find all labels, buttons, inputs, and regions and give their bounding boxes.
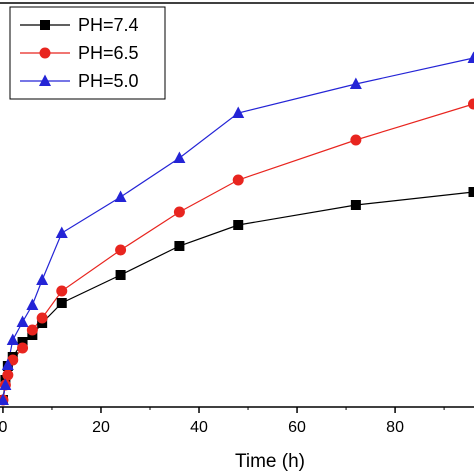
marker (16, 315, 29, 327)
marker (350, 200, 361, 210)
x-tick-label: 0 (0, 419, 7, 436)
marker (6, 333, 19, 345)
legend-marker (39, 74, 51, 86)
marker (115, 244, 127, 256)
marker (26, 298, 39, 310)
marker (17, 337, 28, 347)
legend: PH=7.4 PH=6.5 PH=5.0 (9, 6, 166, 100)
marker (232, 106, 245, 118)
marker (56, 298, 67, 308)
marker (467, 51, 474, 63)
x-axis-title: Time (h) (235, 451, 305, 472)
marker (56, 285, 68, 297)
marker (233, 220, 244, 230)
marker (232, 174, 244, 186)
x-tick-label: 60 (288, 419, 306, 436)
legend-marker (40, 20, 50, 30)
marker (173, 206, 185, 218)
legend-label: PH=6.5 (78, 43, 139, 63)
marker (350, 134, 362, 146)
marker (468, 187, 474, 197)
legend-label: PH=5.0 (78, 71, 139, 91)
marker (114, 190, 127, 202)
marker (349, 77, 362, 89)
x-tick-label: 80 (386, 419, 404, 436)
marker (174, 241, 185, 251)
marker (55, 226, 68, 238)
legend-marker (39, 47, 51, 59)
marker (173, 151, 186, 163)
marker (1, 358, 14, 370)
marker (36, 312, 48, 324)
marker (0, 378, 12, 390)
marker (17, 342, 29, 354)
x-tick-label: 40 (190, 419, 208, 436)
x-tick-label: 20 (92, 419, 110, 436)
marker (0, 393, 9, 405)
marker (115, 270, 126, 280)
marker (2, 369, 14, 381)
marker (36, 273, 49, 285)
marker (468, 98, 474, 110)
legend-label: PH=7.4 (78, 15, 139, 35)
series-line (2, 103, 474, 401)
marker (26, 324, 38, 336)
